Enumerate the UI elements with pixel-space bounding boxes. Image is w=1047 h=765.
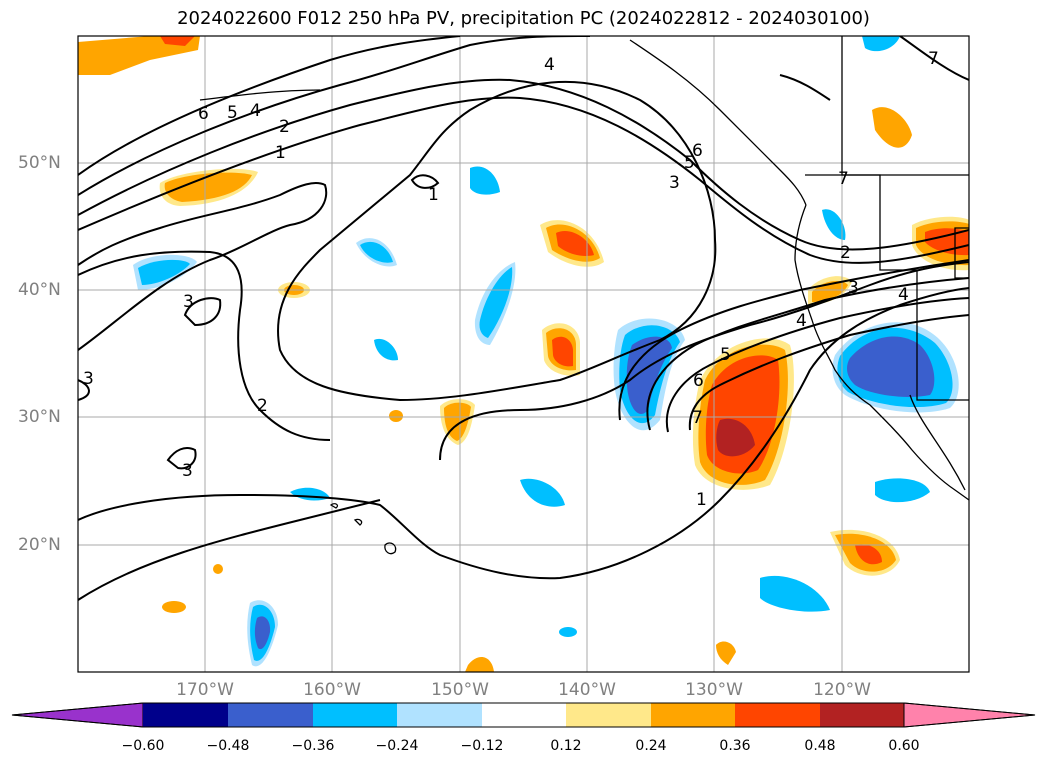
colorbar-tick: 0.60 <box>888 738 920 754</box>
colorbar-tick: 0.12 <box>550 738 582 754</box>
precip-shading <box>78 36 969 672</box>
contour-label-7b: 7 <box>692 408 703 428</box>
graticule <box>78 36 969 672</box>
contour-label-3f: 3 <box>182 461 193 481</box>
colorbar-tick: 0.24 <box>635 738 667 754</box>
map-title: 2024022600 F012 250 hPa PV, precipitatio… <box>177 8 870 29</box>
colorbar <box>11 702 1036 728</box>
lon-label-160w: 160°W <box>303 680 361 700</box>
lon-label-170w: 170°W <box>176 680 234 700</box>
contour-label-2c: 2 <box>257 396 268 416</box>
contour-label-5b: 5 <box>684 153 695 173</box>
lon-label-140w: 140°W <box>558 680 616 700</box>
contour-label-3b: 3 <box>669 173 680 193</box>
contour-label-7a: 7 <box>838 169 849 189</box>
contour-label-4d: 4 <box>898 285 909 305</box>
contour-label-5c: 5 <box>720 345 731 365</box>
colorbar-tick: −0.36 <box>291 738 335 754</box>
lat-label-40n: 40°N <box>18 280 61 300</box>
pv-contours <box>78 36 969 601</box>
contour-label-2b: 2 <box>840 243 851 263</box>
contour-label-7c: 7 <box>928 49 939 69</box>
colorbar-tick: −0.12 <box>460 738 504 754</box>
contour-labels: 6 5 4 2 1 4 6 5 3 7 2 3 4 1 3 3 2 3 5 6 … <box>83 49 939 510</box>
map-frame <box>77 35 970 673</box>
contour-label-4a: 4 <box>250 101 261 121</box>
contour-label-1a: 1 <box>275 143 286 163</box>
colorbar-tick: −0.48 <box>206 738 250 754</box>
colorbar-extend-max <box>903 702 1036 728</box>
colorbar-tick: −0.60 <box>121 738 165 754</box>
contour-label-3e: 3 <box>83 369 94 389</box>
contour-label-1b: 1 <box>428 185 439 205</box>
lon-label-150w: 150°W <box>431 680 489 700</box>
colorbar-tick: 0.48 <box>804 738 836 754</box>
colorbar-tick: 0.36 <box>719 738 751 754</box>
contour-label-6b: 6 <box>692 141 703 161</box>
lat-label-50n: 50°N <box>18 153 61 173</box>
contour-label-3d: 3 <box>183 292 194 312</box>
contour-label-3c: 3 <box>848 278 859 298</box>
contour-label-5: 5 <box>227 103 238 123</box>
lon-label-130w: 130°W <box>685 680 743 700</box>
contour-label-4b: 4 <box>544 55 555 75</box>
contour-label-2a: 2 <box>279 117 290 137</box>
contour-label-1c: 1 <box>696 490 707 510</box>
colorbar-tick: −0.24 <box>375 738 419 754</box>
contour-label-6: 6 <box>198 104 209 124</box>
lat-label-30n: 30°N <box>18 407 61 427</box>
lat-label-20n: 20°N <box>18 535 61 555</box>
contour-label-4c: 4 <box>796 311 807 331</box>
colorbar-extend-min <box>11 702 144 728</box>
contour-label-6c: 6 <box>693 371 704 391</box>
lon-label-120w: 120°W <box>813 680 871 700</box>
